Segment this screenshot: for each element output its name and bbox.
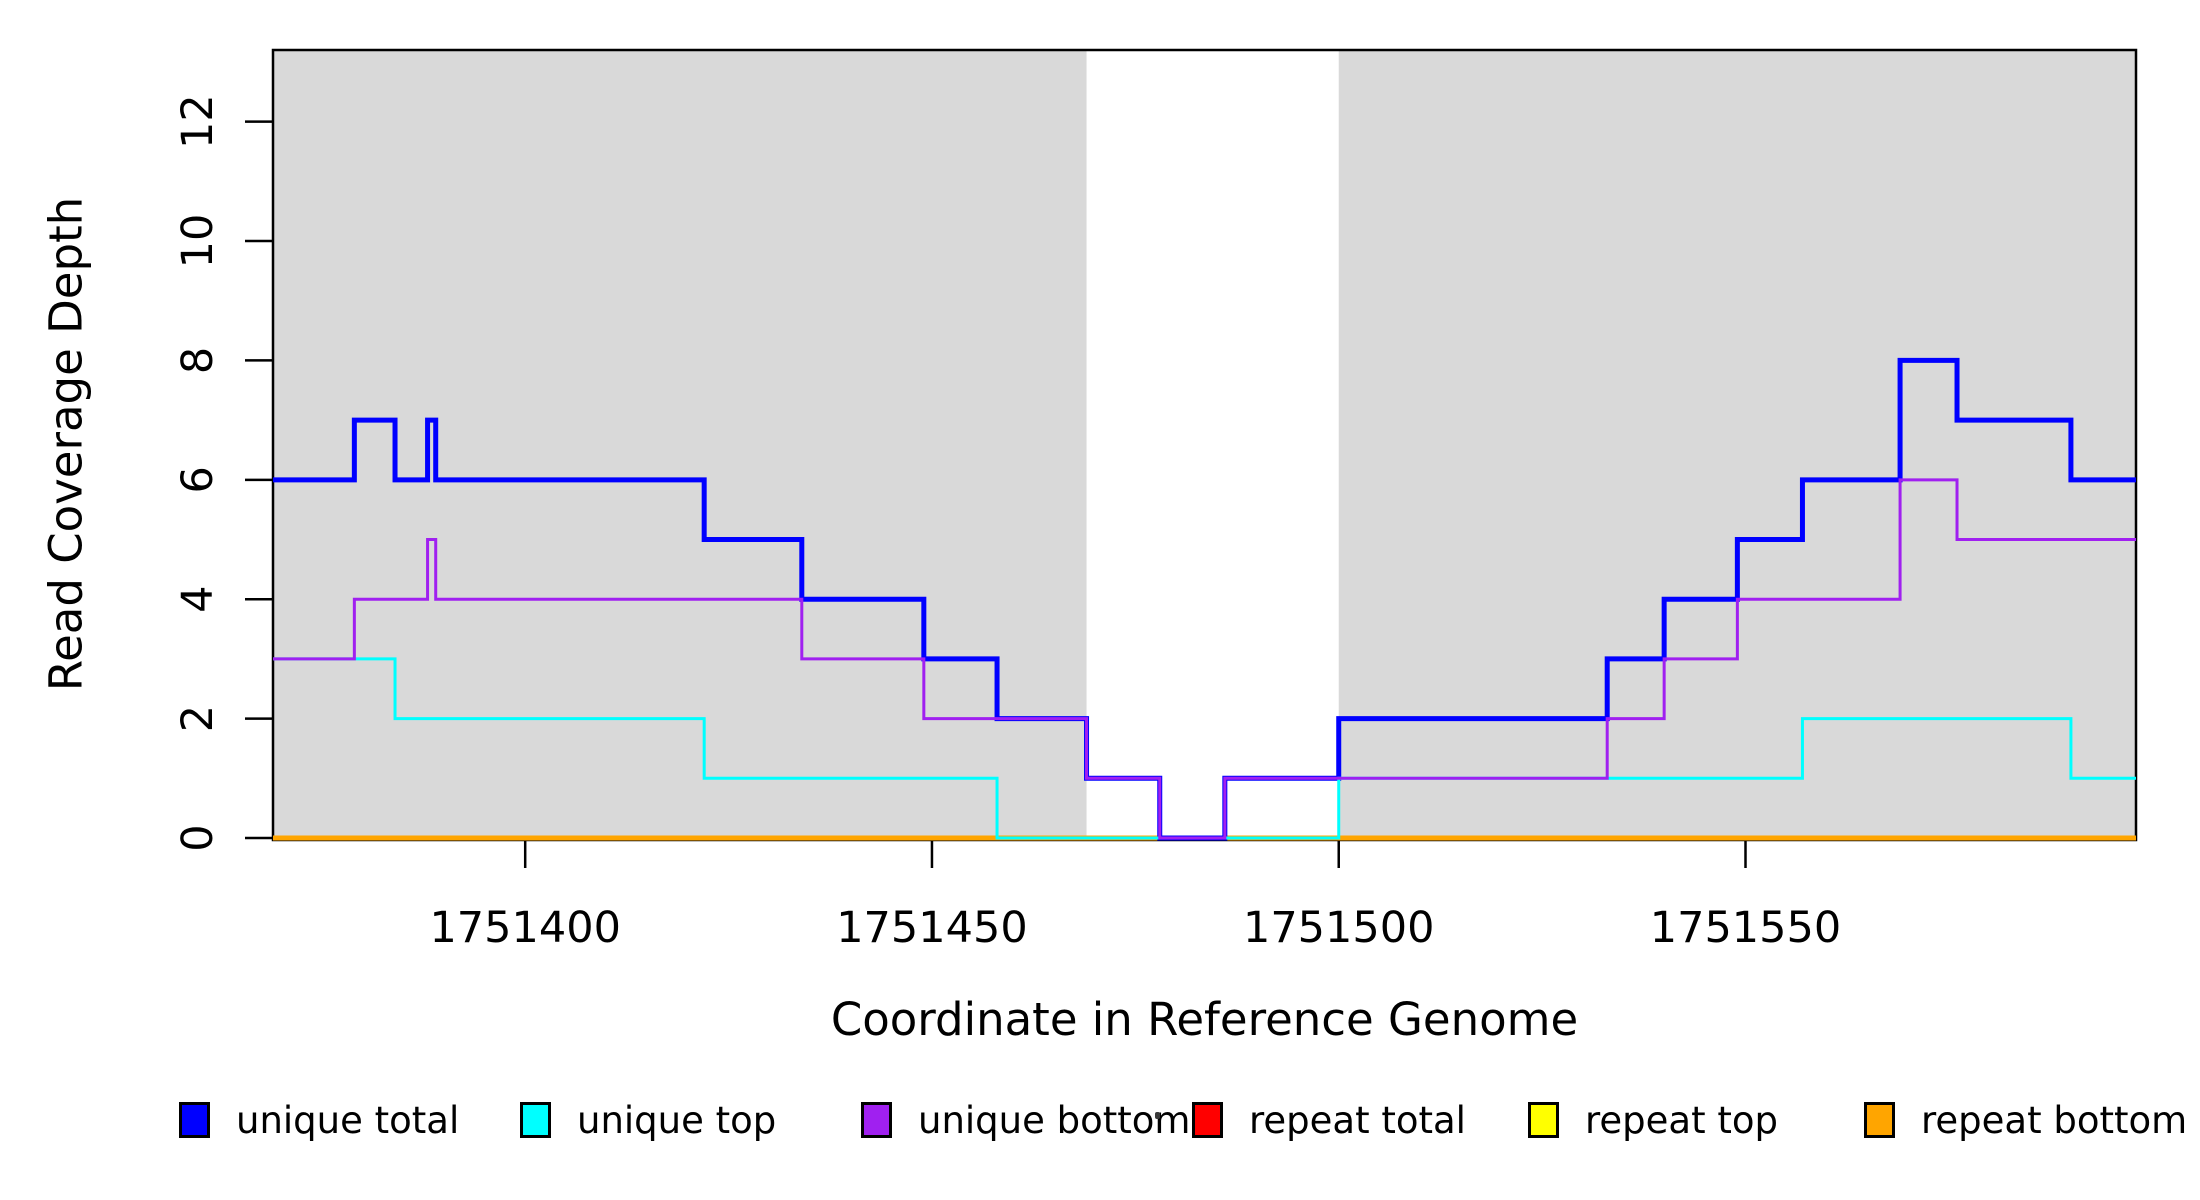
- legend-label: unique bottom: [918, 1098, 1191, 1142]
- legend-item-repeat-top: repeat top: [1528, 1096, 1778, 1144]
- unique-region-left: [273, 50, 1087, 840]
- x-tick-label: 1751500: [1243, 903, 1435, 953]
- legend-swatch-icon: [520, 1102, 551, 1138]
- legend-swatch-icon: [179, 1102, 210, 1138]
- unique-region-right: [1338, 50, 2136, 840]
- y-tick-label: 4: [173, 586, 223, 613]
- legend-label: unique top: [577, 1098, 777, 1142]
- legend-label: unique total: [236, 1098, 460, 1142]
- legend-item-unique-total: unique total: [179, 1096, 459, 1144]
- legend-label: repeat top: [1585, 1098, 1778, 1142]
- legend-swatch-icon: [1192, 1102, 1223, 1138]
- legend-item-repeat-total: repeat total: [1192, 1096, 1466, 1144]
- x-tick-label: 1751450: [836, 903, 1028, 953]
- y-tick-label: 12: [173, 94, 223, 149]
- legend: unique total unique top unique bottom repea…: [0, 1096, 2200, 1156]
- legend-swatch-icon: [1864, 1102, 1895, 1138]
- y-axis-title: Read Coverage Depth: [39, 196, 93, 692]
- y-tick-label: 10: [173, 214, 223, 269]
- stray-dot-artifact: [1155, 1112, 1160, 1119]
- y-tick-label: 8: [173, 347, 223, 374]
- legend-swatch-icon: [861, 1102, 892, 1138]
- x-axis-title: Coordinate in Reference Genome: [830, 993, 1579, 1046]
- legend-label: repeat bottom: [1921, 1098, 2188, 1142]
- legend-item-unique-top: unique top: [520, 1096, 776, 1144]
- y-tick-label: 0: [173, 824, 223, 851]
- legend-label: repeat total: [1249, 1098, 1466, 1142]
- series-unique-bottom: [273, 478, 2136, 840]
- y-tick-label: 2: [173, 705, 223, 732]
- x-tick-label: 1751550: [1650, 903, 1842, 953]
- legend-item-repeat-bottom: repeat bottom: [1864, 1096, 2187, 1144]
- y-tick-label: 6: [173, 466, 223, 493]
- legend-swatch-icon: [1528, 1102, 1559, 1138]
- x-tick-label: 1751400: [429, 903, 621, 953]
- legend-item-unique-bottom: unique bottom: [861, 1096, 1190, 1144]
